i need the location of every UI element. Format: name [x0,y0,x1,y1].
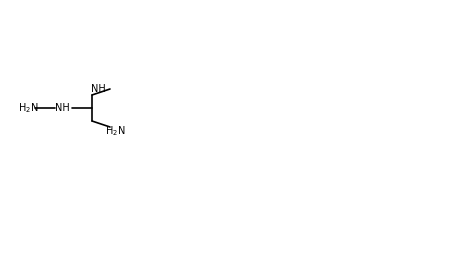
Text: NH: NH [55,103,70,113]
Text: $\rm H_2N$: $\rm H_2N$ [18,101,39,115]
Text: NH: NH [91,84,106,94]
Text: $\rm H_2N$: $\rm H_2N$ [105,124,125,138]
